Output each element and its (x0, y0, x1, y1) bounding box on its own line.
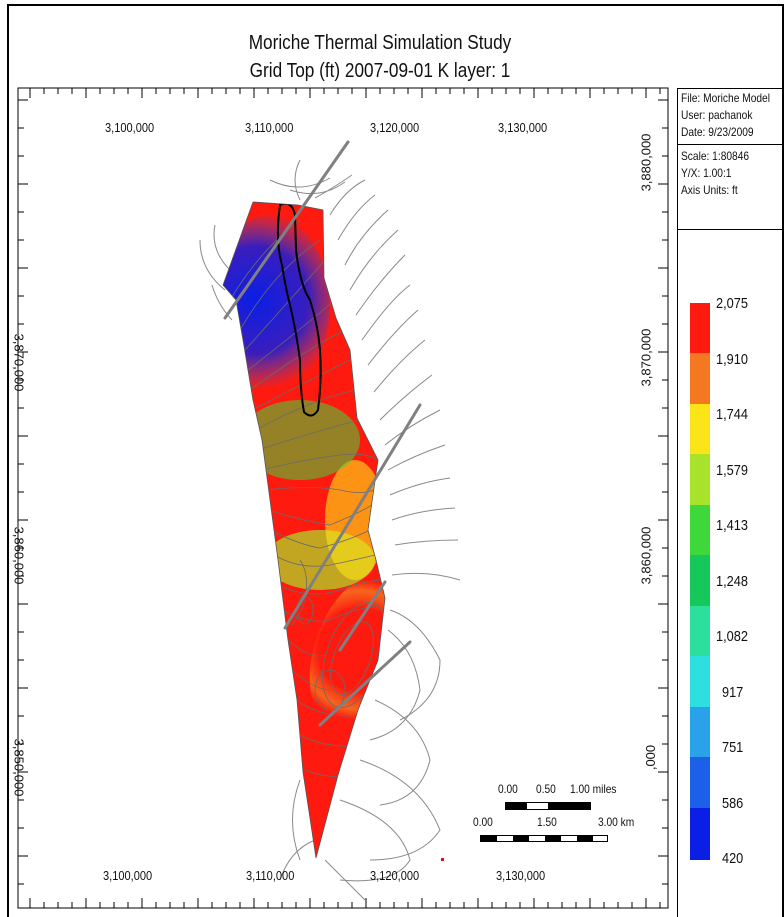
colorbar-segment (690, 353, 710, 406)
colorbar-label: 1,413 (716, 517, 748, 534)
colorbar-segment (690, 303, 710, 356)
colorbar-label: 2,075 (716, 295, 748, 312)
x-label-top-2: 3,110,000 (245, 120, 294, 135)
scale-miles-2: 1.00 miles (570, 782, 617, 796)
colorbar-label: 586 (722, 794, 744, 812)
scale-miles-0: 0.00 (498, 782, 518, 796)
colorbar-segment (690, 605, 710, 658)
colorbar-label: 1,744 (716, 406, 748, 423)
colorbar-segment (690, 555, 710, 608)
colorbar-label: 917 (722, 683, 744, 701)
colorbar-segment (690, 504, 710, 557)
x-label-bottom-3: 3,120,000 (370, 868, 420, 883)
info-yx: Y/X: 1.00:1 (681, 166, 732, 180)
x-label-bottom-4: 3,130,000 (496, 868, 546, 883)
info-file: File: Moriche Model (681, 91, 770, 105)
colorbar-segment (690, 403, 710, 457)
colorbar-segment (690, 706, 710, 759)
colorbar-segment (690, 656, 710, 709)
info-units: Axis Units: ft (681, 183, 738, 197)
property-field (223, 202, 385, 858)
colorbar-label: 420 (722, 850, 744, 867)
frame-left (7, 4, 9, 917)
outer-contours (199, 159, 461, 901)
scale-km-0: 0.00 (473, 815, 493, 829)
colorbar-label: 1,248 (716, 572, 748, 590)
right-ruler (658, 99, 668, 885)
colorbar-segment (690, 454, 710, 507)
y-label-left-1: 3,870,000 (11, 333, 27, 392)
scale-miles-1: 0.50 (536, 782, 556, 796)
y-label-left-2: 3,860,000 (11, 526, 27, 585)
y-label-right-4: ,000 (643, 744, 659, 771)
info-panel-divider (677, 258, 678, 917)
colorbar-label: 1,910 (716, 350, 748, 368)
frame-top (7, 4, 784, 6)
left-ruler (18, 99, 28, 885)
info-date: Date: 9/23/2009 (681, 125, 754, 139)
x-label-bottom-2: 3,110,000 (246, 868, 295, 883)
bottom-ruler (29, 898, 661, 908)
top-ruler (29, 88, 661, 98)
fault-lines (223, 140, 422, 727)
colorbar-segment (690, 757, 710, 810)
y-label-right-2: 3,870,000 (638, 328, 654, 387)
y-label-right-3: 3,860,000 (638, 526, 654, 585)
y-label-right-1: 3,880,000 (638, 133, 654, 192)
scale-km-2: 3.00 km (598, 815, 635, 829)
info-panel: File: Moriche Model User: pachanok Date:… (677, 88, 783, 259)
frame-right (782, 4, 784, 917)
map-subtitle: Grid Top (ft) 2007-09-01 K layer: 1 (249, 60, 511, 82)
x-label-top-3: 3,120,000 (370, 120, 420, 135)
colorbar (690, 303, 710, 860)
colorbar-labels: 2,075 1,910 1,744 1,579 1,413 1,248 1,082 917 75… (716, 295, 776, 875)
colorbar-segment (690, 807, 710, 860)
map-title: Moriche Thermal Simulation Study (248, 32, 512, 54)
scale-bar: 0.00 0.50 1.00 miles 0.00 1.50 3.00 km (470, 780, 640, 842)
colorbar-label: 1,579 (716, 461, 748, 479)
colorbar-label: 1,082 (716, 628, 748, 645)
x-label-bottom-1: 3,100,000 (103, 868, 153, 883)
red-marker (441, 858, 444, 861)
x-label-top-1: 3,100,000 (105, 120, 155, 135)
scale-km-1: 1.50 (537, 815, 557, 829)
plot-border (17, 87, 669, 909)
info-user: User: pachanok (681, 108, 753, 122)
y-label-left-3: 3,850,000 (11, 738, 27, 797)
colorbar-label: 751 (722, 739, 744, 756)
x-label-top-4: 3,130,000 (498, 120, 548, 135)
info-scale: Scale: 1:80846 (681, 149, 750, 163)
